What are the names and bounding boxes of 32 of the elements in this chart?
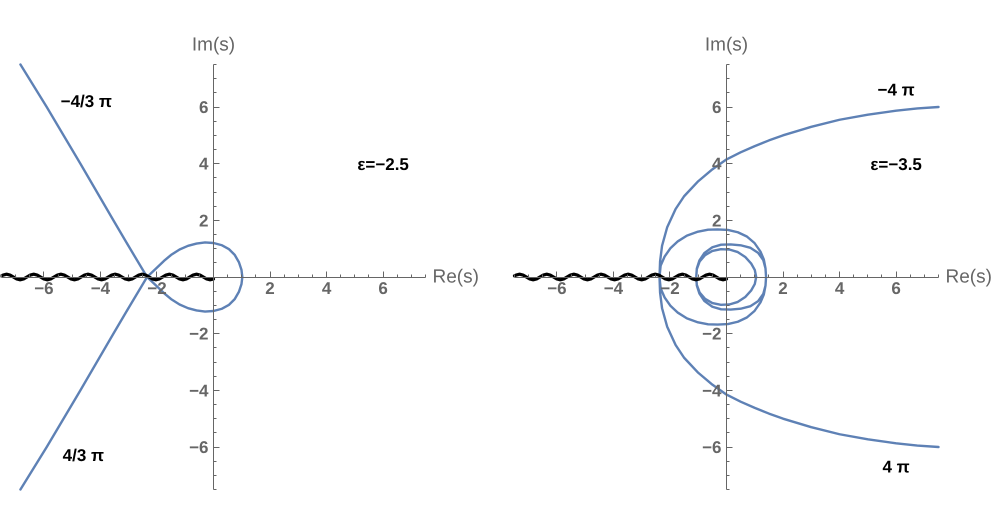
annotation: 4/3 π bbox=[62, 446, 104, 465]
annotation: ε=−2.5 bbox=[357, 154, 409, 174]
line-series bbox=[19, 63, 244, 491]
y-tick-label: −4 bbox=[702, 381, 722, 400]
x-tick-label: −6 bbox=[547, 279, 567, 298]
y-tick-label: 6 bbox=[199, 98, 209, 117]
annotation: −4 π bbox=[878, 80, 915, 100]
x-axis-title: Re(s) bbox=[946, 266, 992, 288]
y-axis-title: Im(s) bbox=[192, 34, 236, 56]
x-tick-label: 6 bbox=[891, 279, 901, 298]
x-tick-label: −6 bbox=[34, 279, 54, 298]
x-tick-label: −4 bbox=[90, 279, 111, 298]
y-tick-label: −6 bbox=[702, 438, 722, 457]
y-tick-label: 4 bbox=[199, 154, 210, 174]
y-tick-label: −2 bbox=[189, 324, 209, 344]
y-tick-label: −2 bbox=[702, 324, 722, 344]
x-tick-label: −4 bbox=[604, 279, 624, 298]
y-tick-label: 6 bbox=[712, 98, 722, 117]
x-tick-label: 4 bbox=[322, 279, 332, 298]
x-axis-title: Re(s) bbox=[432, 266, 479, 288]
annotation: −4/3 π bbox=[60, 92, 112, 111]
x-tick-label: 2 bbox=[265, 279, 275, 298]
y-axis-title: Im(s) bbox=[704, 34, 748, 56]
x-tick-label: 6 bbox=[378, 279, 388, 298]
y-tick-label: −4 bbox=[189, 381, 210, 400]
y-tick-label: 2 bbox=[712, 211, 722, 230]
x-tick-label: 2 bbox=[778, 279, 788, 298]
annotation: ε=−3.5 bbox=[870, 154, 922, 174]
y-tick-label: −6 bbox=[189, 438, 209, 457]
x-tick-label: 4 bbox=[834, 279, 845, 298]
annotation: 4 π bbox=[882, 457, 910, 476]
y-tick-label: 2 bbox=[199, 211, 209, 230]
